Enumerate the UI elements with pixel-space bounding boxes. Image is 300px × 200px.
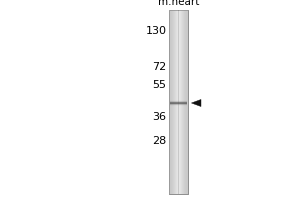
Text: m.heart: m.heart: [158, 0, 199, 7]
Bar: [172, 10, 173, 194]
Bar: [169, 10, 170, 194]
Bar: [170, 10, 171, 194]
Bar: [170, 104, 187, 105]
Bar: [173, 10, 174, 194]
Bar: [175, 10, 176, 194]
Bar: [183, 10, 184, 194]
Bar: [185, 10, 186, 194]
Bar: [169, 10, 188, 194]
Bar: [176, 10, 177, 194]
Text: 72: 72: [152, 62, 167, 72]
Bar: [178, 10, 179, 194]
Bar: [179, 10, 180, 194]
Text: 130: 130: [146, 26, 167, 36]
Bar: [170, 101, 187, 102]
Bar: [170, 103, 187, 104]
Polygon shape: [191, 99, 201, 107]
Bar: [182, 10, 183, 194]
Text: 28: 28: [152, 136, 167, 146]
Bar: [187, 10, 188, 194]
Text: 55: 55: [152, 80, 167, 90]
Bar: [169, 10, 188, 194]
Bar: [170, 100, 187, 101]
Bar: [186, 10, 187, 194]
Bar: [184, 10, 185, 194]
Bar: [174, 10, 175, 194]
Bar: [170, 106, 187, 107]
Bar: [170, 99, 187, 100]
Bar: [177, 10, 178, 194]
Bar: [180, 10, 181, 194]
Bar: [170, 102, 187, 103]
Bar: [170, 105, 187, 106]
Bar: [181, 10, 182, 194]
Text: 36: 36: [152, 112, 167, 122]
Bar: [171, 10, 172, 194]
